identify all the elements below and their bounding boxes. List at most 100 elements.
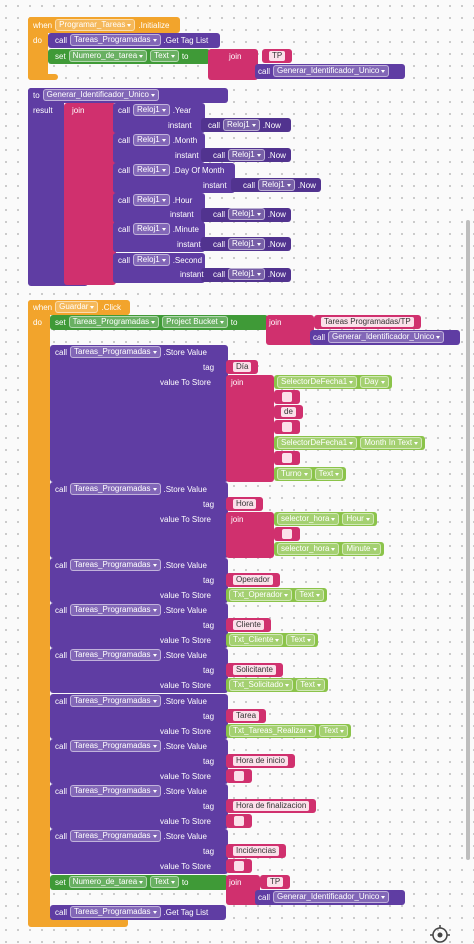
dropdown-field[interactable]: Tareas_Programadas (70, 34, 161, 46)
block-label: call (55, 786, 68, 796)
dropdown-field[interactable]: Text (286, 634, 316, 646)
block-shape (64, 103, 116, 285)
dropdown-field[interactable]: Reloj1 (228, 149, 265, 161)
block-label: call (213, 209, 226, 219)
block-label: .Month (172, 135, 198, 145)
block-row: join (229, 49, 241, 63)
block-label: join (269, 317, 282, 327)
block-row: call Reloj1 .Minute (118, 222, 199, 236)
block-label: .Click (101, 302, 122, 312)
block-shape (226, 512, 274, 558)
block-label: .Store Value (163, 560, 207, 570)
dropdown-field[interactable]: Generar_Identificador_Unico (328, 331, 445, 343)
dropdown-field[interactable]: Tareas_Programadas (70, 830, 161, 842)
block-row: value To Store (160, 678, 211, 692)
dropdown-field[interactable]: selector_hora (277, 513, 340, 525)
dropdown-field[interactable]: Tareas_Programadas (70, 483, 161, 495)
block-shape (266, 315, 314, 345)
dropdown-field[interactable]: Text (319, 725, 349, 737)
block-row: instant (177, 237, 201, 251)
dropdown-field[interactable]: Reloj1 (228, 238, 265, 250)
dropdown-field[interactable]: Text (295, 589, 325, 601)
block-label: do (33, 317, 42, 327)
block-label: .Now (262, 120, 281, 130)
dropdown-field[interactable]: Text (314, 468, 344, 480)
dropdown-field[interactable]: Tareas_Programadas (70, 649, 161, 661)
text-literal: Cliente (226, 618, 271, 632)
dropdown-field[interactable]: Reloj1 (258, 179, 295, 191)
block-shape (48, 33, 220, 48)
text-literal: Tareas Programadas/TP (314, 315, 421, 329)
dropdown-field[interactable]: Tareas_Programadas (70, 740, 161, 752)
block-shape (50, 558, 228, 603)
dropdown-field[interactable]: Txt_Cliente (229, 634, 284, 646)
dropdown-field[interactable]: Reloj1 (223, 119, 260, 131)
dropdown-field[interactable]: Numero_de_tarea (68, 50, 148, 62)
dropdown-field[interactable]: Text (296, 679, 325, 691)
block-row: call Generar_Identificador_Unico (258, 64, 390, 78)
dropdown-field[interactable]: Generar_Identificador_Unico (42, 89, 159, 101)
dropdown-field[interactable]: Reloj1 (133, 194, 170, 206)
block-label: join (229, 877, 242, 887)
text-literal: Solicitante (226, 663, 283, 677)
dropdown-field[interactable]: Generar_Identificador_Unico (273, 891, 390, 903)
dropdown-field[interactable]: selector_hora (277, 543, 340, 555)
dropdown-field[interactable]: Tareas_Programadas (70, 906, 161, 918)
block-shape (28, 74, 58, 80)
block-label: tag (203, 620, 215, 630)
dropdown-field[interactable]: Text (150, 876, 179, 888)
block-label: tag (203, 711, 215, 721)
dropdown-field[interactable]: Tareas_Programadas (70, 346, 161, 358)
dropdown-field[interactable]: Reloj1 (133, 164, 170, 176)
dropdown-field[interactable]: Txt_Operador (229, 589, 293, 601)
block-label: join (229, 51, 242, 61)
block-row: call Reloj1 .Now (213, 237, 286, 251)
dropdown-field[interactable]: Project Bucket (162, 316, 228, 328)
dropdown-field[interactable]: Txt_Tareas_Realizar (229, 725, 317, 737)
block-label: join (231, 514, 244, 524)
dropdown-field[interactable]: Reloj1 (228, 268, 265, 280)
block-row: call Tareas_Programadas .Store Value (55, 694, 207, 708)
dropdown-field[interactable]: Turno (277, 468, 312, 480)
block-label: call (55, 650, 68, 660)
block-label: tag (203, 575, 215, 585)
block-row: to Generar_Identificador_Unico (33, 88, 159, 102)
dropdown-field[interactable]: Day (360, 376, 389, 388)
dropdown-field[interactable]: Txt_Solicitado (229, 679, 294, 691)
block-shape (28, 17, 48, 80)
dropdown-field[interactable]: Reloj1 (228, 208, 265, 220)
dropdown-field[interactable]: Generar_Identificador_Unico (273, 65, 390, 77)
dropdown-field[interactable]: Tareas_Programadas (68, 316, 160, 328)
dropdown-field[interactable]: Text (150, 50, 179, 62)
dropdown-field[interactable]: Minute (342, 543, 381, 555)
dropdown-field[interactable]: Reloj1 (133, 254, 170, 266)
block-label: .Store Value (163, 786, 207, 796)
dropdown-field[interactable]: Tareas_Programadas (70, 785, 161, 797)
block-label: call (118, 135, 131, 145)
block-label: .Hour (172, 195, 193, 205)
block-shape (28, 88, 228, 103)
dropdown-field[interactable]: Programar_Tareas (55, 19, 136, 31)
dropdown-field[interactable]: Month In Text (360, 437, 423, 449)
dropdown-field[interactable]: Hour (342, 513, 374, 525)
block-label: .Store Value (163, 741, 207, 751)
dropdown-field[interactable]: Guardar (55, 301, 99, 313)
dropdown-field[interactable]: Numero_de_tarea (68, 876, 148, 888)
dropdown-field[interactable]: Reloj1 (133, 134, 170, 146)
dropdown-field[interactable]: Reloj1 (133, 223, 170, 235)
block-label: when (33, 302, 53, 312)
block-row: call Reloj1 .Now (243, 178, 316, 192)
block-row: set Numero_de_tarea Text to (55, 49, 189, 63)
block-shape (50, 648, 228, 693)
dropdown-field[interactable]: Reloj1 (133, 104, 170, 116)
block-label: .Now (267, 209, 286, 219)
text-literal-value: Hora de finalizacion (233, 801, 310, 811)
text-literal-value: TP (269, 51, 286, 61)
dropdown-field[interactable]: Tareas_Programadas (70, 604, 161, 616)
dropdown-field[interactable]: SelectorDeFecha1 (277, 437, 358, 449)
dropdown-field[interactable]: Tareas_Programadas (70, 559, 161, 571)
dropdown-field[interactable]: Tareas_Programadas (70, 695, 161, 707)
block-shape (50, 875, 228, 890)
dropdown-field[interactable]: SelectorDeFecha1 (277, 376, 358, 388)
block-shape (28, 300, 50, 926)
